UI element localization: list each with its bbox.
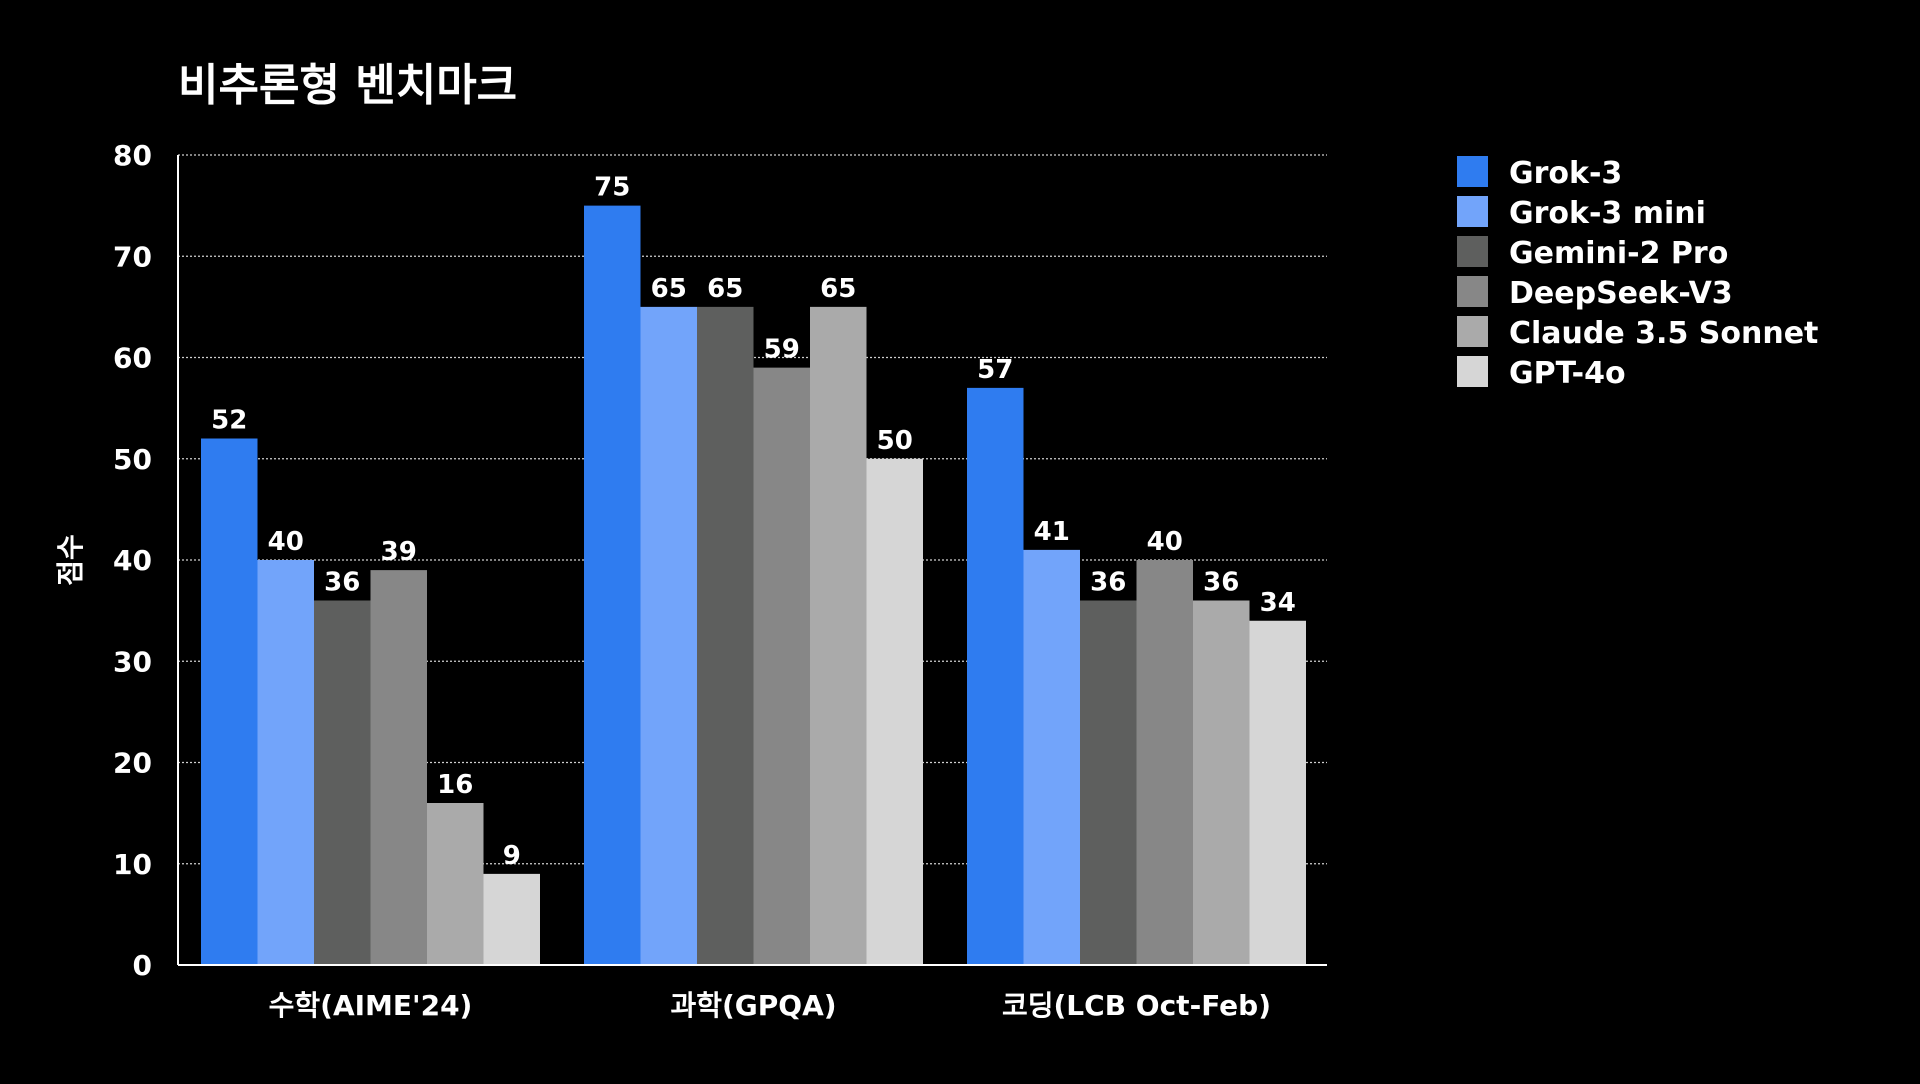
legend-label: Grok-3 mini [1509,196,1706,231]
legend-swatch [1457,236,1488,267]
x-tick-label: 과학(GPQA) [670,989,836,1022]
legend-swatch [1457,196,1488,227]
data-label: 39 [381,537,417,567]
data-label: 65 [651,274,687,304]
legend: Grok-3 Grok-3 mini Gemini-2 Pro DeepSeek-V3… [1457,156,1818,391]
y-axis-ticks: 0 10 20 30 40 50 60 70 80 [113,139,152,982]
bar [866,458,923,965]
legend-swatch [1457,156,1488,187]
legend-label: DeepSeek-V3 [1509,276,1733,311]
bar [1023,549,1080,965]
bar [810,306,867,965]
bar [314,600,371,965]
bar [1249,620,1306,965]
bar [967,387,1024,965]
data-label: 40 [1147,527,1183,557]
data-label: 57 [977,355,1013,385]
data-label: 65 [820,274,856,304]
y-tick-label: 40 [113,544,152,577]
y-tick-label: 70 [113,240,152,273]
data-label: 75 [594,173,630,203]
data-labels: 52 40 36 39 16 9 75 65 65 59 65 50 57 41 36 40 36 34 [211,173,1296,871]
bar [370,570,427,965]
data-label: 59 [764,335,800,365]
legend-label: Gemini-2 Pro [1509,236,1728,271]
data-label: 65 [707,274,743,304]
legend-label: GPT-4o [1509,356,1626,391]
bar [584,205,641,965]
y-tick-label: 60 [113,342,152,375]
x-tick-label: 코딩(LCB Oct-Feb) [1002,989,1271,1022]
data-label: 50 [877,426,913,456]
y-tick-label: 50 [113,443,152,476]
x-axis-ticks: 수학(AIME'24) 과학(GPQA) 코딩(LCB Oct-Feb) [269,989,1271,1022]
legend-swatch [1457,356,1488,387]
data-label: 16 [437,770,473,800]
legend-label: Claude 3.5 Sonnet [1509,316,1818,351]
bar [640,306,697,965]
y-tick-label: 10 [113,848,152,881]
data-label: 36 [1203,568,1239,598]
data-label: 36 [324,568,360,598]
legend-swatch [1457,316,1488,347]
y-tick-label: 0 [133,949,152,982]
bar [1136,560,1193,965]
bars [201,205,1306,965]
legend-label: Grok-3 [1509,156,1622,191]
bar [257,560,314,965]
y-tick-label: 30 [113,645,152,678]
data-label: 36 [1090,568,1126,598]
bar [201,438,258,965]
data-label: 40 [268,527,304,557]
bar [1193,600,1250,965]
bar [753,367,810,965]
y-tick-label: 80 [113,139,152,172]
data-label: 34 [1260,588,1296,618]
bar [697,306,754,965]
legend-swatch [1457,276,1488,307]
data-label: 41 [1034,517,1070,547]
data-label: 9 [503,841,521,871]
x-tick-label: 수학(AIME'24) [269,989,473,1022]
bar [427,803,484,965]
data-label: 52 [211,406,247,436]
chart-title: 비추론형 벤치마크 [178,60,517,111]
bar [1080,600,1137,965]
bar [483,873,540,965]
y-tick-label: 20 [113,747,152,780]
y-axis-label: 점수 [54,534,87,586]
